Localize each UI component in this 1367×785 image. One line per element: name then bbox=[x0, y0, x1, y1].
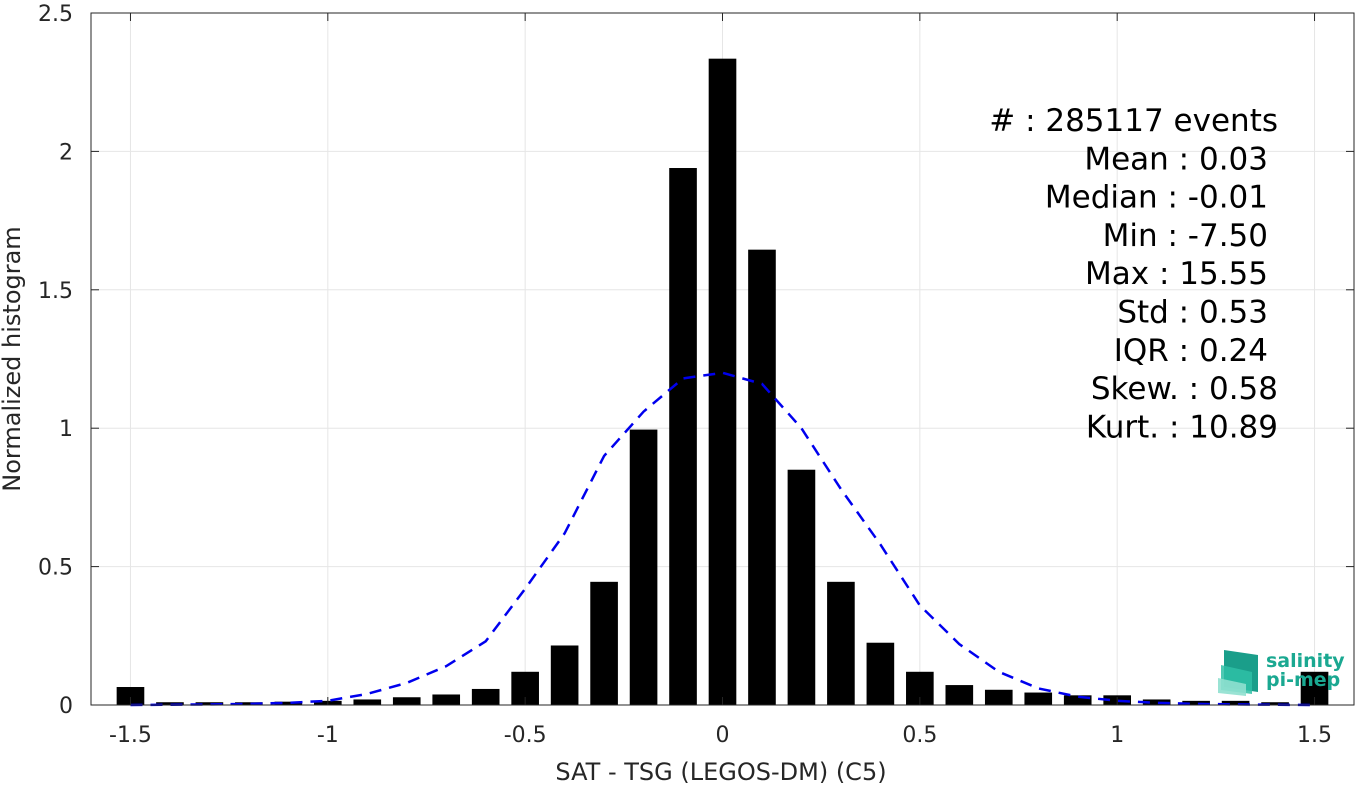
histogram-bar bbox=[550, 645, 579, 705]
x-tick-label: 0.5 bbox=[902, 723, 937, 748]
histogram-bar bbox=[353, 699, 382, 705]
y-axis-ticks: 0 0.5 1 1.5 2 2.5 bbox=[38, 2, 1354, 719]
histogram-bar bbox=[984, 689, 1013, 705]
histogram-bar bbox=[827, 581, 855, 705]
histogram-bar bbox=[866, 642, 895, 705]
x-tick-label: 0 bbox=[716, 723, 730, 748]
stats-line: IQR : 0.24 bbox=[1114, 333, 1268, 369]
histogram-bar bbox=[590, 581, 618, 705]
stats-line: Max : 15.55 bbox=[1085, 256, 1268, 292]
stats-line: Std : 0.53 bbox=[1117, 295, 1268, 331]
y-tick-label: 1.5 bbox=[38, 279, 73, 304]
x-tick-label: -1.5 bbox=[109, 723, 152, 748]
stats-line: Median : -0.01 bbox=[1045, 180, 1268, 216]
y-tick-label: 2.5 bbox=[38, 2, 73, 27]
histogram-bar bbox=[945, 685, 974, 705]
stats-line: # : 285117 events bbox=[989, 103, 1278, 139]
histogram-bar bbox=[432, 694, 461, 705]
x-tick-label: 1.5 bbox=[1297, 723, 1332, 748]
x-axis-title: SAT - TSG (LEGOS-DM) (C5) bbox=[555, 758, 886, 785]
histogram-bar bbox=[1024, 692, 1053, 705]
histogram-bar bbox=[392, 697, 421, 705]
histogram-bar bbox=[274, 701, 303, 705]
x-axis-ticks: -1.5 -1 -0.5 0 0.5 1 1.5 bbox=[109, 13, 1332, 748]
histogram-bar bbox=[1142, 699, 1171, 705]
histogram-bar bbox=[156, 702, 184, 705]
histogram-bar bbox=[1063, 695, 1092, 705]
stats-line: Kurt. : 10.89 bbox=[1086, 409, 1278, 445]
bars-group bbox=[116, 58, 1329, 706]
stats-line: Mean : 0.03 bbox=[1084, 141, 1268, 177]
x-tick-label: -1 bbox=[317, 723, 339, 748]
stats-line: Min : -7.50 bbox=[1103, 218, 1268, 254]
stats-line: Skew. : 0.58 bbox=[1091, 371, 1278, 407]
y-axis-title: Normalized histogram bbox=[0, 226, 26, 491]
histogram-bar bbox=[1261, 702, 1289, 705]
logo-text-salinity: salinity bbox=[1266, 650, 1345, 672]
histogram-bar bbox=[471, 688, 500, 705]
histogram-bar bbox=[669, 168, 697, 705]
x-tick-label: -0.5 bbox=[504, 723, 547, 748]
histogram-bar bbox=[235, 702, 263, 705]
histogram-bar bbox=[1182, 700, 1210, 705]
y-tick-label: 0.5 bbox=[38, 556, 73, 581]
x-tick-label: 1 bbox=[1110, 723, 1124, 748]
histogram-bar bbox=[708, 58, 737, 706]
histogram-bar bbox=[787, 469, 816, 705]
salinity-pi-mep-logo: salinity pi-mep bbox=[1218, 650, 1345, 696]
histogram-bar bbox=[629, 429, 658, 705]
histogram-bar bbox=[748, 249, 776, 705]
y-tick-label: 0 bbox=[59, 694, 73, 719]
logo-text-pi-mep: pi-mep bbox=[1266, 669, 1340, 691]
logo-wave-icon bbox=[1218, 650, 1258, 696]
histogram-bar bbox=[1221, 700, 1250, 705]
histogram-bar bbox=[195, 702, 224, 705]
y-tick-label: 1 bbox=[59, 417, 73, 442]
histogram-bar bbox=[116, 687, 145, 705]
y-tick-label: 2 bbox=[59, 140, 73, 165]
